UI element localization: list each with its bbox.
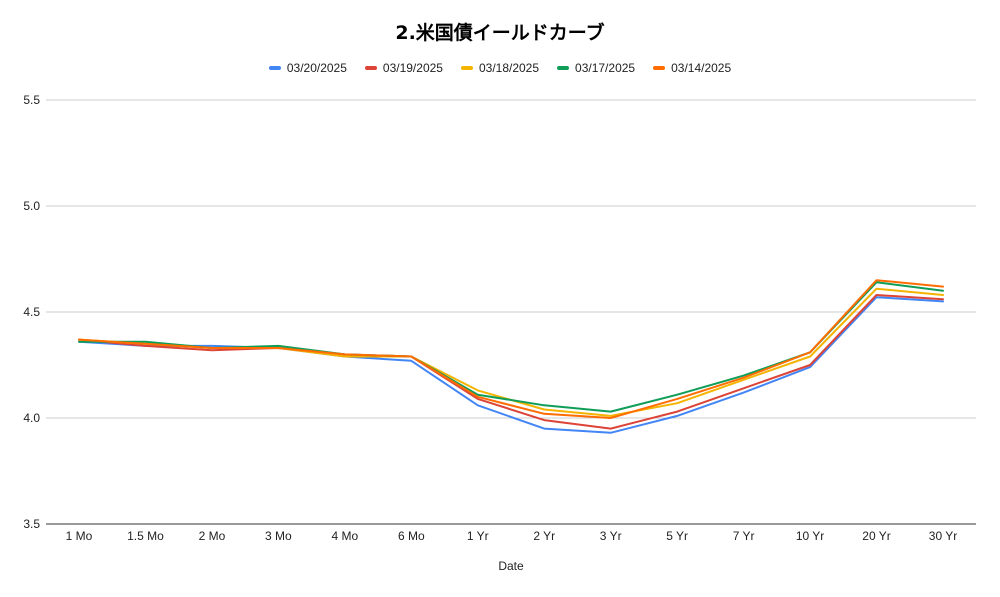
series-line-4 (78, 279, 944, 419)
legend-label: 03/17/2025 (575, 61, 636, 75)
legend-swatch (268, 66, 281, 70)
x-tick-label: 2 Mo (199, 529, 226, 543)
legend-item[interactable]: 03/20/2025 (268, 61, 347, 75)
series-line-0 (78, 296, 944, 434)
legend-swatch (460, 66, 473, 70)
y-tick-label: 4.5 (23, 305, 40, 319)
y-tick-label: 5.5 (23, 93, 40, 107)
x-tick-label: 1.5 Mo (127, 529, 164, 543)
y-tick-label: 5.0 (23, 199, 40, 213)
x-tick-label: 3 Yr (600, 529, 622, 543)
legend-swatch (364, 66, 377, 70)
x-tick-label: 10 Yr (796, 529, 824, 543)
series-line-2 (78, 287, 944, 417)
legend-label: 03/14/2025 (671, 61, 732, 75)
legend-swatch (557, 66, 570, 70)
legend-swatch (653, 66, 666, 70)
x-tick-label: 30 Yr (929, 529, 957, 543)
legend-item[interactable]: 03/19/2025 (364, 61, 443, 75)
y-tick-label: 3.5 (23, 517, 40, 531)
chart-legend: 03/20/2025 03/19/2025 03/18/2025 03/17/2025… (0, 61, 1000, 75)
legend-label: 03/19/2025 (382, 61, 443, 75)
x-tick-label: 5 Yr (666, 529, 688, 543)
legend-item[interactable]: 03/14/2025 (653, 61, 731, 75)
legend-item[interactable]: 03/18/2025 (460, 61, 540, 75)
legend-label: 03/18/2025 (478, 61, 540, 75)
x-tick-label: 6 Mo (398, 529, 425, 543)
x-axis-title: Date (498, 559, 524, 573)
x-tick-label: 1 Yr (467, 529, 489, 543)
legend-item[interactable]: 03/17/2025 (557, 61, 635, 75)
legend-label: 03/20/2025 (286, 61, 347, 75)
series-line-1 (78, 294, 944, 430)
x-tick-label: 4 Mo (332, 529, 359, 543)
chart-title: 2.米国債イールドカーブ (395, 22, 605, 44)
x-tick-label: 20 Yr (862, 529, 890, 543)
x-tick-label: 7 Yr (733, 529, 755, 543)
x-tick-label: 3 Mo (265, 529, 292, 543)
x-tick-label: 2 Yr (533, 529, 555, 543)
y-tick-label: 4.0 (23, 411, 40, 425)
x-tick-label: 1 Mo (66, 529, 93, 543)
